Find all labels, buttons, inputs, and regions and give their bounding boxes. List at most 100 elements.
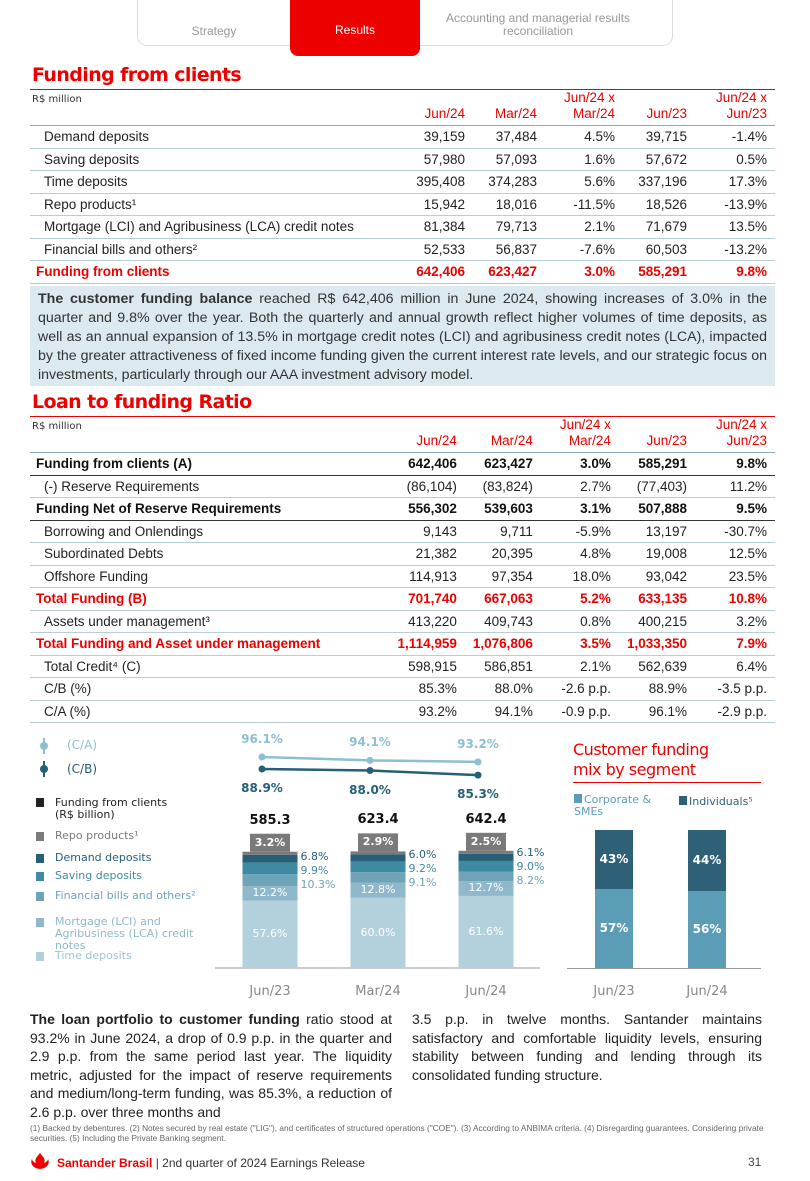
table-row: Saving deposits 57,980 57,093 1.6% 57,672 0.5… bbox=[30, 148, 775, 171]
table-row: Offshore Funding 114,913 97,354 18.0% 93,042… bbox=[30, 565, 775, 588]
bar-segment bbox=[458, 881, 514, 896]
cell-value: 400,215 bbox=[638, 613, 687, 629]
cell-value: 667,063 bbox=[484, 591, 533, 607]
cell-value: 85.3% bbox=[418, 681, 457, 697]
cell-value: -7.6% bbox=[579, 241, 615, 257]
section-tabs: Strategy Results Accounting and manageri… bbox=[137, 0, 673, 56]
bar-segment-label: 12.8% bbox=[360, 883, 396, 897]
cell-value: 507,888 bbox=[638, 501, 687, 517]
cell-value: 18,016 bbox=[495, 196, 537, 212]
bar-segment-label: 10.3% bbox=[300, 877, 336, 891]
row-label: (-) Reserve Requirements bbox=[44, 478, 200, 494]
table-row: Borrowing and Onlendings 9,143 9,711 -5.9% 1… bbox=[30, 520, 775, 543]
legend-individuals: Individuals⁵ bbox=[679, 796, 753, 808]
funding-table: R$ million Jun/24 Mar/24 Jun/24 x Mar/24 Jun… bbox=[30, 90, 775, 284]
row-label: Demand deposits bbox=[44, 129, 150, 145]
table-row: Mortgage (LCI) and Agribusiness (LCA) cr… bbox=[30, 216, 775, 238]
cell-value: 18.0% bbox=[572, 568, 611, 584]
x-tick-label: Jun/23 bbox=[249, 984, 291, 999]
table-row: Total Funding (B) 701,740 667,063 5.2% 633,1… bbox=[30, 588, 775, 610]
bar-segment-label: 60.0% bbox=[360, 925, 396, 939]
bar-segment bbox=[350, 882, 406, 898]
legend-item: Demand deposits bbox=[55, 851, 152, 864]
cell-value: 642,406 bbox=[416, 264, 465, 280]
tab-strategy[interactable]: Strategy bbox=[191, 24, 237, 38]
x-tick-label: Mar/24 bbox=[355, 984, 401, 999]
cell-value: 556,302 bbox=[408, 501, 457, 517]
bar-segment-label: 9.9% bbox=[300, 863, 329, 877]
cell-value: 413,220 bbox=[408, 613, 457, 629]
legend-ca: (C/A) bbox=[67, 738, 97, 752]
cell-value: 623,427 bbox=[488, 264, 537, 280]
legend-totals: Funding from clients (R$ billion) bbox=[55, 796, 168, 821]
summary-bold: The customer funding balance bbox=[38, 291, 253, 307]
row-label: Total Funding (B) bbox=[36, 591, 147, 607]
x-tick-label: Jun/24 bbox=[465, 984, 507, 999]
cell-value: 0.5% bbox=[736, 151, 767, 167]
cell-value: 13.5% bbox=[728, 219, 767, 235]
bar-segment bbox=[458, 895, 514, 968]
funding-title: Funding from clients bbox=[32, 64, 242, 86]
row-label: Total Funding and Asset under management bbox=[36, 636, 321, 652]
cell-value: 71,679 bbox=[645, 219, 687, 235]
cell-value: (77,403) bbox=[636, 478, 687, 494]
row-label: Funding Net of Reserve Requirements bbox=[36, 501, 282, 517]
bar-segment bbox=[458, 871, 514, 882]
cell-value: 585,291 bbox=[638, 456, 687, 472]
cell-value: 409,743 bbox=[484, 613, 533, 629]
bar-segment bbox=[242, 900, 298, 968]
bar-segment-label: 6.1% bbox=[516, 846, 545, 860]
cell-value: 586,851 bbox=[484, 658, 533, 674]
bar-total-label: 585.3 bbox=[249, 812, 291, 828]
unit-label: R$ million bbox=[32, 421, 82, 432]
legend-swatch bbox=[36, 872, 44, 881]
legend-item: Mortgage (LCI) and Agribusiness (LCA) cr… bbox=[55, 915, 194, 952]
legend-swatch bbox=[36, 918, 44, 927]
x-axis bbox=[567, 968, 761, 969]
table-row: C/B (%) 85.3% 88.0% -2.6 p.p. 88.9% -3.5 p.p. bbox=[30, 678, 775, 700]
cell-value: 2.1% bbox=[580, 658, 611, 674]
cell-value: -30.7% bbox=[724, 523, 767, 539]
cell-value: 57,980 bbox=[423, 151, 465, 167]
line-point bbox=[366, 756, 374, 764]
column-header: Jun/24 x Mar/24 bbox=[559, 417, 611, 448]
table-row: Repo products¹ 15,942 18,016 -11.5% 18,526 -1… bbox=[30, 193, 775, 216]
cell-value: -5.9% bbox=[575, 523, 611, 539]
bar-segment bbox=[458, 850, 514, 854]
cell-value: 94.1% bbox=[494, 703, 533, 719]
cell-value: 3.0% bbox=[584, 264, 615, 280]
cell-value: 93,042 bbox=[645, 568, 687, 584]
row-label: Mortgage (LCI) and Agribusiness (LCA) cr… bbox=[44, 219, 354, 235]
table-row: Time deposits 395,408 374,283 5.6% 337,196 17… bbox=[30, 171, 775, 193]
table-row: C/A (%) 93.2% 94.1% -0.9 p.p. 96.1% -2.9 p.p. bbox=[30, 700, 775, 723]
cell-value: -0.9 p.p. bbox=[561, 703, 611, 719]
column-header: Jun/23 bbox=[646, 106, 687, 121]
tab-accounting-reconciliation[interactable]: Accounting and managerial results reconc… bbox=[445, 11, 631, 38]
header-row: R$ million Jun/24 Mar/24 Jun/24 x Mar/24 Jun… bbox=[30, 90, 775, 126]
row-label: Offshore Funding bbox=[44, 568, 149, 584]
column-header: Jun/24 bbox=[424, 106, 465, 121]
bar-total-label: 642.4 bbox=[465, 811, 507, 827]
line-point bbox=[366, 767, 374, 775]
legend-item: Financial bills and others² bbox=[55, 889, 196, 902]
bar-segment bbox=[458, 860, 514, 872]
bar-segment bbox=[466, 832, 506, 851]
ratio-table: R$ million Jun/24 Mar/24 Jun/24 x Mar/24 Jun… bbox=[30, 417, 775, 723]
cell-value: 60,503 bbox=[645, 241, 687, 257]
cell-value: 88.0% bbox=[494, 681, 533, 697]
cell-value: 57,093 bbox=[495, 151, 537, 167]
cell-value: 97,354 bbox=[491, 568, 533, 584]
cell-value: 17.3% bbox=[728, 174, 767, 190]
bar-segment-label: 2.9% bbox=[362, 835, 394, 849]
row-label: Saving deposits bbox=[44, 151, 140, 167]
row-label: Total Credit⁴ (C) bbox=[44, 658, 141, 674]
cell-value: -2.9 p.p. bbox=[717, 703, 767, 719]
column-header: Jun/24 x Mar/24 bbox=[563, 90, 615, 121]
cell-value: 585,291 bbox=[638, 264, 687, 280]
line-point-label: 94.1% bbox=[349, 735, 391, 750]
tab-results[interactable]: Results bbox=[290, 0, 420, 56]
analysis-col-1: The loan portfolio to customer funding r… bbox=[30, 1011, 392, 1120]
cell-value: 9,711 bbox=[500, 523, 533, 539]
segment-chart-title: Customer funding mix by segment bbox=[573, 740, 709, 779]
